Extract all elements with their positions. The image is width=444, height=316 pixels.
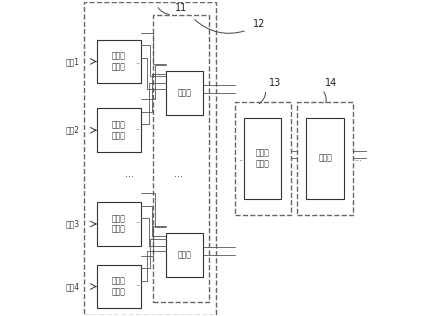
FancyBboxPatch shape xyxy=(244,118,281,199)
Text: ···: ··· xyxy=(125,172,134,182)
Text: ···: ··· xyxy=(135,126,143,135)
Text: 第一宽
带电桥: 第一宽 带电桥 xyxy=(112,214,126,234)
Text: 合路器: 合路器 xyxy=(178,88,191,97)
Text: ···: ··· xyxy=(354,157,362,166)
FancyBboxPatch shape xyxy=(97,108,141,152)
Text: 信号2: 信号2 xyxy=(66,126,80,135)
FancyBboxPatch shape xyxy=(306,118,344,199)
FancyBboxPatch shape xyxy=(97,202,141,246)
Text: 12: 12 xyxy=(253,19,266,29)
FancyBboxPatch shape xyxy=(97,40,141,83)
Text: 功分器: 功分器 xyxy=(318,154,332,163)
FancyBboxPatch shape xyxy=(97,264,141,308)
Text: ···: ··· xyxy=(238,157,246,166)
Text: 13: 13 xyxy=(269,78,281,88)
Text: 合路器: 合路器 xyxy=(178,251,191,260)
FancyBboxPatch shape xyxy=(166,233,203,277)
Text: ···: ··· xyxy=(174,172,183,182)
Text: 14: 14 xyxy=(325,78,337,88)
FancyBboxPatch shape xyxy=(166,71,203,115)
Text: 第一宽
带电桥: 第一宽 带电桥 xyxy=(112,277,126,296)
Text: 信号3: 信号3 xyxy=(66,220,80,228)
Text: 第一宽
带电桥: 第一宽 带电桥 xyxy=(112,120,126,140)
Text: 第二宽
带电桥: 第二宽 带电桥 xyxy=(256,149,270,168)
Text: ···: ··· xyxy=(135,220,143,228)
Text: 信号1: 信号1 xyxy=(66,57,80,66)
Text: 信号4: 信号4 xyxy=(66,282,80,291)
Text: ···: ··· xyxy=(135,282,143,291)
Text: ···: ··· xyxy=(135,60,143,69)
Text: 11: 11 xyxy=(175,3,187,14)
Text: 第一宽
带电桥: 第一宽 带电桥 xyxy=(112,52,126,71)
